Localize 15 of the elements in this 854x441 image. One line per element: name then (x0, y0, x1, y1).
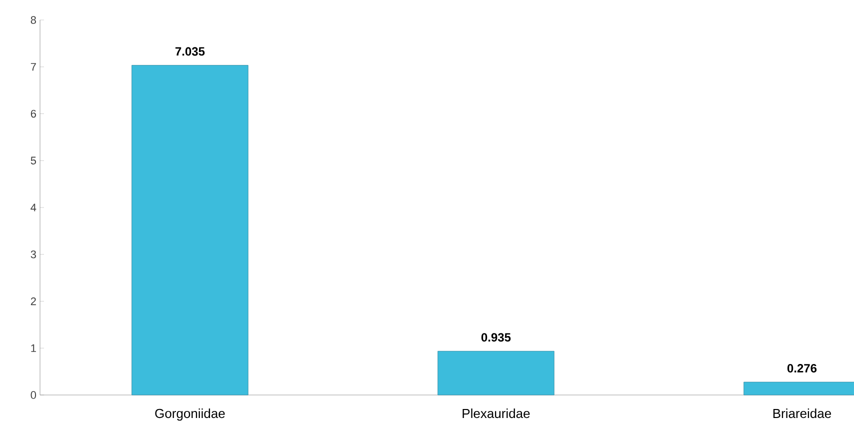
y-tick-label: 7 (30, 63, 36, 71)
x-tick-label: Gorgoniidae (155, 408, 225, 421)
y-tick-label: 8 (30, 16, 36, 24)
data-label: 7.035 (175, 47, 205, 56)
x-tick-label: Briareidae (773, 408, 832, 418)
y-tick-label: 5 (30, 156, 36, 164)
y-tick-label: 0 (30, 391, 36, 399)
data-label: 0.276 (787, 364, 817, 373)
y-tick-label: 1 (31, 344, 36, 352)
y-tick-label: 6 (30, 110, 36, 118)
y-tick-label: 4 (30, 204, 36, 212)
y-tick-label: 3 (30, 250, 36, 258)
data-label: 0.935 (481, 333, 511, 342)
x-tick-label: Plexauridae (462, 408, 530, 418)
y-tick-label: 2 (30, 297, 36, 306)
